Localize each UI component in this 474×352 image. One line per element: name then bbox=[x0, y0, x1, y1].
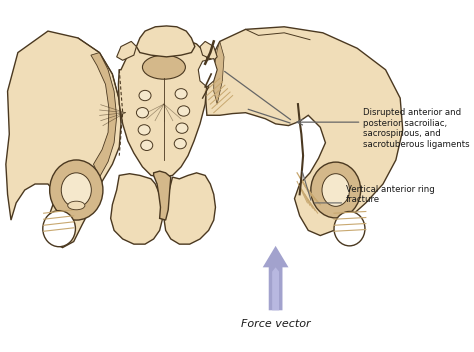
Polygon shape bbox=[272, 267, 279, 310]
Polygon shape bbox=[164, 173, 216, 244]
Polygon shape bbox=[117, 42, 137, 60]
Text: Disrupted anterior and
posterior sacroiliac,
sacrospinous, and
sacrotuberous lig: Disrupted anterior and posterior sacroil… bbox=[363, 108, 470, 149]
Polygon shape bbox=[110, 174, 162, 244]
Polygon shape bbox=[6, 31, 121, 247]
Polygon shape bbox=[91, 52, 117, 177]
Polygon shape bbox=[154, 171, 171, 220]
Polygon shape bbox=[200, 42, 217, 60]
Ellipse shape bbox=[68, 201, 85, 210]
Ellipse shape bbox=[175, 89, 187, 99]
Ellipse shape bbox=[141, 140, 153, 151]
Ellipse shape bbox=[139, 90, 151, 101]
Polygon shape bbox=[214, 42, 224, 104]
Ellipse shape bbox=[143, 55, 185, 79]
Ellipse shape bbox=[334, 212, 365, 246]
Polygon shape bbox=[137, 26, 195, 57]
Ellipse shape bbox=[138, 125, 150, 135]
Text: Force vector: Force vector bbox=[241, 319, 310, 329]
Ellipse shape bbox=[322, 174, 349, 206]
Ellipse shape bbox=[311, 162, 361, 218]
Polygon shape bbox=[198, 58, 217, 87]
Ellipse shape bbox=[178, 106, 190, 116]
Polygon shape bbox=[205, 27, 403, 235]
Polygon shape bbox=[118, 38, 209, 177]
Ellipse shape bbox=[61, 173, 91, 207]
Ellipse shape bbox=[176, 123, 188, 133]
Ellipse shape bbox=[50, 160, 103, 220]
Ellipse shape bbox=[137, 108, 148, 118]
Polygon shape bbox=[263, 246, 289, 310]
Text: Vertical anterior ring
fracture: Vertical anterior ring fracture bbox=[346, 184, 435, 204]
Ellipse shape bbox=[43, 210, 75, 247]
Ellipse shape bbox=[174, 138, 186, 149]
